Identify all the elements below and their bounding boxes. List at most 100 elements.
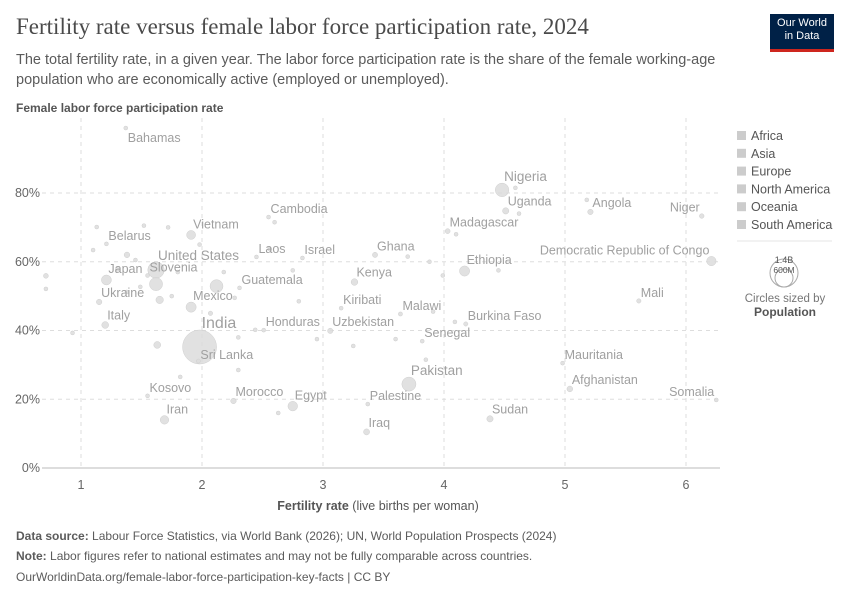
data-point [296, 299, 302, 304]
point-label: Sudan [492, 403, 528, 417]
data-point [560, 360, 565, 366]
owid-logo[interactable]: Our World in Data [770, 14, 834, 52]
data-point [365, 401, 371, 407]
data-point [175, 269, 181, 275]
point-label: India [202, 315, 237, 332]
legend-swatch [737, 166, 746, 176]
data-point [699, 213, 705, 219]
x-axis-title-bold: Fertility rate [277, 499, 349, 513]
source-label: Data source: [16, 529, 89, 543]
y-tick-label: 80% [15, 186, 40, 200]
note-text: Labor figures refer to national estimate… [50, 549, 533, 563]
data-point [138, 284, 143, 290]
data-point [636, 298, 642, 304]
data-point [177, 374, 183, 380]
data-point [496, 268, 501, 273]
data-point [236, 367, 241, 373]
point-label: Nigeria [504, 169, 547, 184]
data-point [209, 279, 224, 293]
point-label: Cambodia [271, 202, 328, 216]
data-point [398, 311, 403, 317]
point-label: Iran [166, 403, 188, 417]
point-label: Ghana [377, 239, 415, 253]
data-point [372, 252, 378, 258]
point-label: Ethiopia [467, 253, 512, 267]
data-point [43, 273, 49, 279]
data-point [714, 397, 719, 403]
data-point [197, 242, 202, 247]
data-point [123, 251, 131, 258]
data-point [290, 268, 295, 273]
data-point [232, 295, 237, 301]
data-point [182, 329, 217, 365]
data-point [440, 273, 446, 278]
size-legend-caption: Circles sized by [745, 293, 826, 305]
data-point [338, 305, 344, 311]
legend-item: North America [751, 182, 830, 196]
legend-item: South America [751, 218, 832, 232]
data-point [104, 241, 109, 247]
data-point [513, 185, 518, 191]
data-point [287, 401, 298, 412]
chart-subtitle: The total fertility rate, in a given yea… [16, 52, 716, 88]
point-label: Uzbekistan [332, 315, 394, 329]
y-tick-label: 60% [15, 255, 40, 269]
source-url[interactable]: OurWorldinData.org/female-labor-force-pa… [16, 570, 391, 584]
data-point [261, 327, 266, 333]
data-point [363, 428, 370, 436]
data-point [70, 330, 75, 336]
size-legend-small-label: 600M [773, 265, 794, 275]
data-point [165, 225, 171, 230]
point-label: Mexico [193, 289, 233, 303]
data-point [486, 415, 494, 423]
data-point [516, 211, 522, 216]
data-point [159, 415, 169, 425]
x-tick-label: 2 [199, 478, 206, 492]
point-label: Kenya [356, 266, 391, 280]
legend-swatch [737, 131, 746, 140]
point-label: Pakistan [411, 363, 463, 378]
data-point [186, 230, 196, 240]
x-axis-title-rest: (live births per woman) [352, 499, 478, 513]
data-point [419, 338, 425, 344]
data-point [272, 219, 277, 225]
legend-item: Oceania [751, 200, 798, 214]
point-label: Bahamas [128, 131, 181, 145]
data-point [393, 336, 398, 342]
data-point [141, 223, 147, 228]
y-tick-label: 40% [15, 324, 40, 338]
point-label: Belarus [108, 229, 150, 243]
data-point [266, 214, 271, 220]
size-legend-large-label: 1.4B [775, 255, 794, 265]
legend-swatch [737, 184, 746, 194]
data-point [314, 336, 320, 342]
logo-line-1: Our World [777, 17, 827, 29]
point-label: Israel [304, 243, 335, 257]
data-point [587, 208, 594, 215]
point-label: Angola [592, 196, 631, 210]
legend-item: Europe [751, 165, 791, 179]
data-point [237, 285, 242, 291]
data-point [300, 255, 305, 261]
legend-swatch [737, 202, 746, 212]
point-label: Uganda [508, 195, 552, 209]
source-text[interactable]: Labour Force Statistics, via World Bank … [92, 529, 557, 543]
data-point [254, 254, 259, 260]
logo-line-2: in Data [784, 30, 820, 42]
point-label: Senegal [424, 326, 470, 340]
data-point [96, 298, 103, 305]
data-point [453, 232, 459, 237]
data-point [149, 277, 163, 291]
note-label: Note: [16, 549, 47, 563]
point-label: Kosovo [150, 381, 192, 395]
point-label: Vietnam [193, 217, 239, 231]
data-point [706, 256, 717, 266]
chart-title: Fertility rate versus female labor force… [16, 14, 589, 39]
data-point [185, 301, 197, 313]
data-point [327, 327, 334, 334]
data-point [452, 319, 458, 325]
data-point [94, 224, 99, 230]
data-point [427, 259, 432, 264]
size-legend-variable: Population [754, 305, 816, 319]
point-label: Egypt [295, 388, 327, 402]
